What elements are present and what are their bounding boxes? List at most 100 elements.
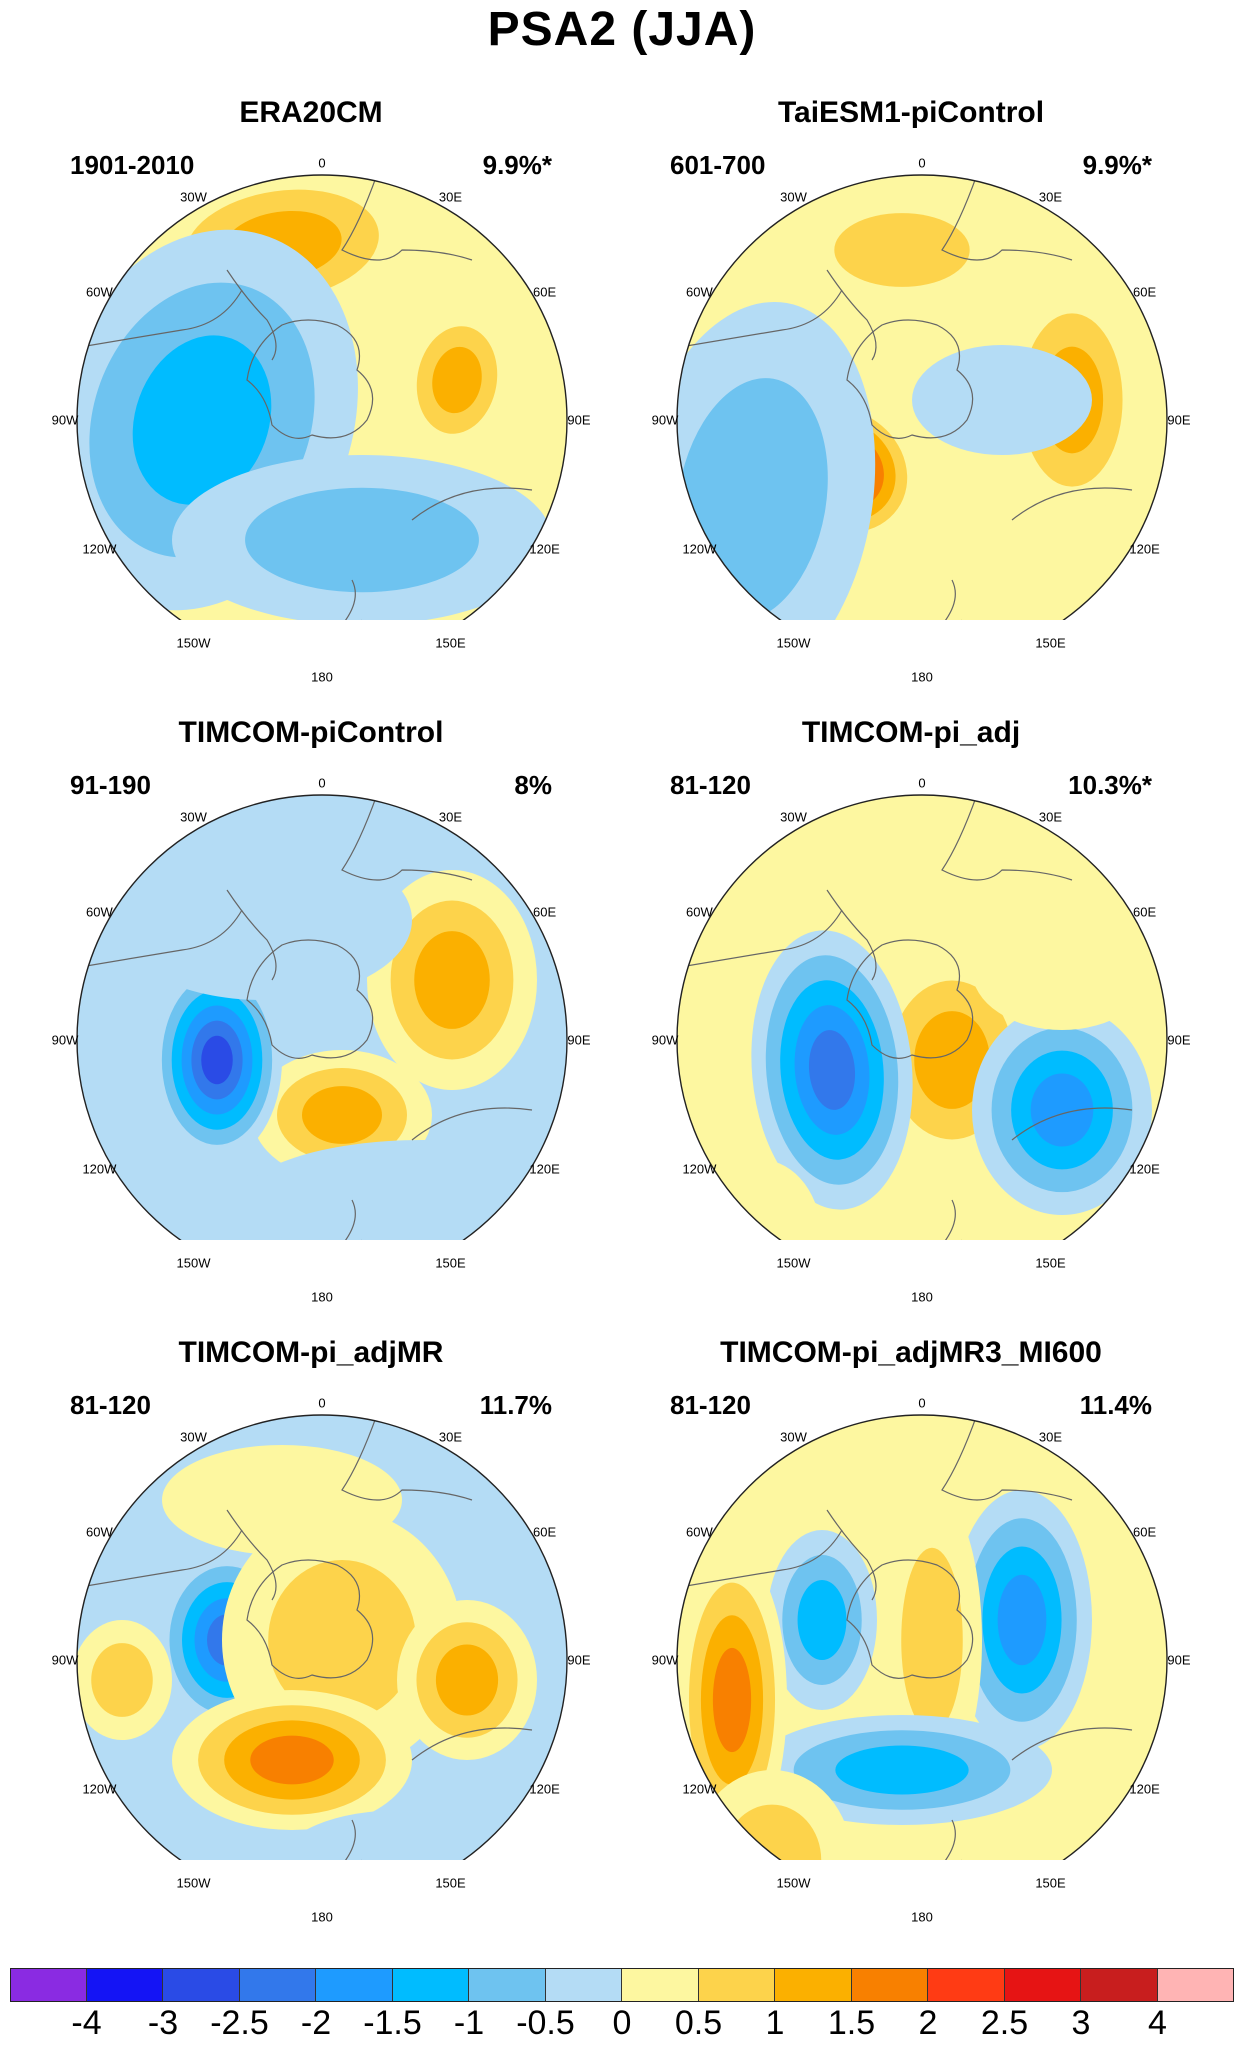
polar-stereo-map [76,1414,568,1860]
polar-stereo-map [676,794,1168,1240]
coastline [677,289,843,351]
map-panel-era20cm: ERA20CM 1901-2010 9.9%* 0 30E 60E 90E 120E 15… [0,0,622,685]
negative-anomaly-contour [245,487,479,593]
longitude-label: 150E [435,1255,466,1271]
colorbar-tick-label: -1 [453,2004,485,2042]
colorbar-swatch [392,1968,469,2002]
coastline [411,1107,533,1141]
map-panel-timcom-picontrol: TIMCOM-piControl 91-190 8% 0 30E 60E 90E 120… [0,620,622,1305]
panel-variance: 8% [514,770,552,800]
longitude-label: 90W [51,1652,79,1668]
negative-anomaly-contour [912,345,1092,455]
polar-stereo-map [676,1414,1168,1860]
colorbar-tick-label: -0.5 [516,2004,575,2042]
map-boundary [676,794,1168,1240]
coastline [1011,487,1133,521]
negative-anomaly-contour [808,1030,856,1110]
longitude-label: 150W [176,1875,211,1891]
longitude-label: 90E [567,1032,591,1048]
longitude-label: 60E [532,284,557,299]
longitude-label: 120E [1129,1161,1160,1176]
longitude-label: 150E [1035,635,1066,651]
longitude-label: 60E [532,1524,557,1539]
panel-period: 1901-2010 [70,150,195,180]
longitude-label: 150W [176,635,211,651]
longitude-label: 90E [567,412,591,428]
coastline [246,1559,374,1679]
coastline [941,1415,1073,1501]
longitude-label: 0 [318,1395,326,1411]
panel-period: 81-120 [70,1390,151,1420]
longitude-label: 30E [1038,809,1063,825]
longitude-label: 0 [318,775,326,791]
longitude-label: 90E [1167,1652,1191,1668]
longitude-label: 30E [438,1429,463,1445]
colorbar-swatch [698,1968,775,2002]
longitude-label: 30W [780,809,807,825]
longitude-label: 90W [51,412,79,428]
figure-title: PSA2 (JJA) [487,3,757,56]
polar-stereo-map [76,794,568,1240]
negative-anomaly-contour [797,1580,847,1660]
colorbar-swatch [316,1968,393,2002]
longitude-label: 180 [911,669,933,685]
longitude-label: 90E [1167,412,1191,428]
positive-anomaly-contour [914,1011,990,1109]
coastline [846,319,974,439]
longitude-label: 60E [1132,284,1157,299]
coastline [246,939,374,1059]
longitude-label: 150E [1035,1875,1066,1891]
positive-anomaly-contour [435,1644,499,1716]
coastline [1011,1727,1133,1761]
coastline [341,795,473,881]
longitude-label: 60W [86,1524,113,1539]
positive-anomaly-contour [712,1647,752,1753]
map-panel-timcom-pi-adj: TIMCOM-pi_adj 81-120 10.3%* 0 30E 60E 90E 12… [600,620,1222,1305]
coastline [1011,1107,1133,1141]
longitude-label: 90W [651,1032,679,1048]
coastline [941,175,1073,261]
colorbar-swatch [1004,1968,1081,2002]
coastline [341,579,363,620]
colorbar-swatch [163,1968,240,2002]
negative-anomaly-contour [835,1745,969,1795]
longitude-label: 90W [51,1032,79,1048]
colorbar-swatch [622,1968,699,2002]
longitude-label: 30W [180,189,207,205]
positive-anomaly-contour [302,1086,382,1144]
coastline [826,889,877,981]
map-boundary [676,174,1168,620]
colorbar-swatch [86,1968,163,2002]
longitude-label: 120W [682,541,717,556]
longitude-label: 120W [682,1161,717,1176]
coastline [341,175,473,261]
colorbar-swatch [1081,1968,1158,2002]
coastline [677,909,843,971]
negative-anomaly-contour [201,1035,233,1085]
map-panel-taiesm1-picontrol: TaiESM1-piControl 601-700 9.9%* 0 30E 60E 9… [600,0,1222,685]
longitude-label: 120W [82,541,117,556]
coastline [846,939,974,1059]
longitude-label: 150W [776,635,811,651]
longitude-label: 120W [682,1781,717,1796]
colorbar-tick-label: -1.5 [363,2004,422,2042]
longitude-label: 120E [1129,541,1160,556]
longitude-label: 0 [918,155,926,171]
coastline [341,1819,363,1860]
panel-variance: 9.9%* [1082,150,1152,180]
coastline [77,289,243,351]
longitude-label: 180 [311,669,333,685]
colorbar-tick-label: -2 [300,2004,332,2042]
coastline [941,1199,963,1240]
longitude-label: 120W [82,1161,117,1176]
longitude-label: 60E [532,904,557,919]
panel-title: TaiESM1-piControl [777,96,1045,129]
negative-anomaly-contour [1030,1073,1094,1147]
positive-anomaly-contour [432,346,482,414]
coastline [341,1415,473,1501]
longitude-label: 180 [311,1909,333,1925]
colorbar-tick-label: 0 [612,2004,632,2042]
coastline [941,795,1073,881]
longitude-label: 0 [318,155,326,171]
coastline [941,579,963,620]
